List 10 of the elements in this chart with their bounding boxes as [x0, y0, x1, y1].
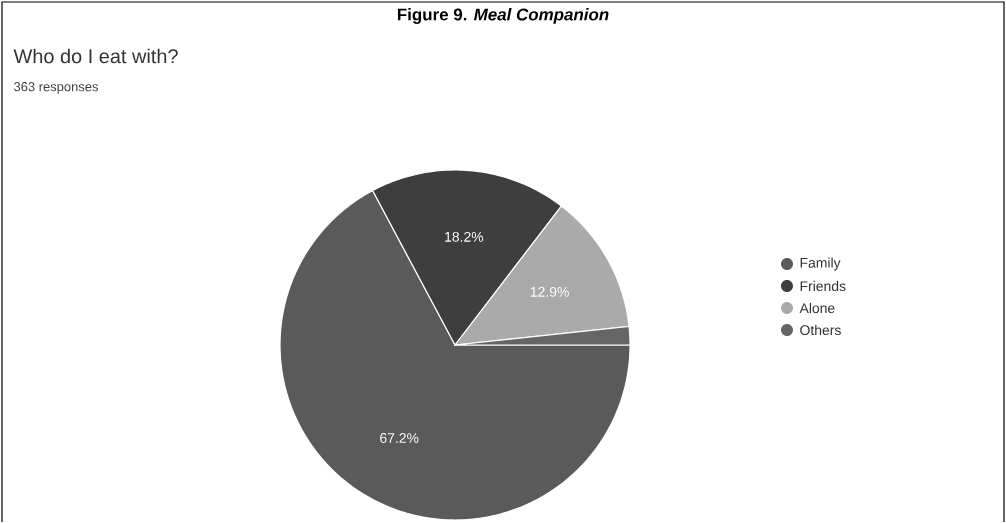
data-label: 18.2%	[445, 232, 484, 242]
data-label: 67.2%	[380, 433, 419, 444]
data-label: 12.9%	[530, 287, 569, 297]
legend-label: Others	[800, 325, 841, 336]
legend-label: Friends	[800, 281, 846, 292]
text: 363 responses	[14, 82, 98, 95]
text: Who do I eat with?	[13, 48, 178, 64]
legend-label: Family	[800, 257, 841, 271]
caption: Figure 9. Meal Companion	[397, 8, 609, 25]
legend-label: Alone	[799, 303, 835, 314]
